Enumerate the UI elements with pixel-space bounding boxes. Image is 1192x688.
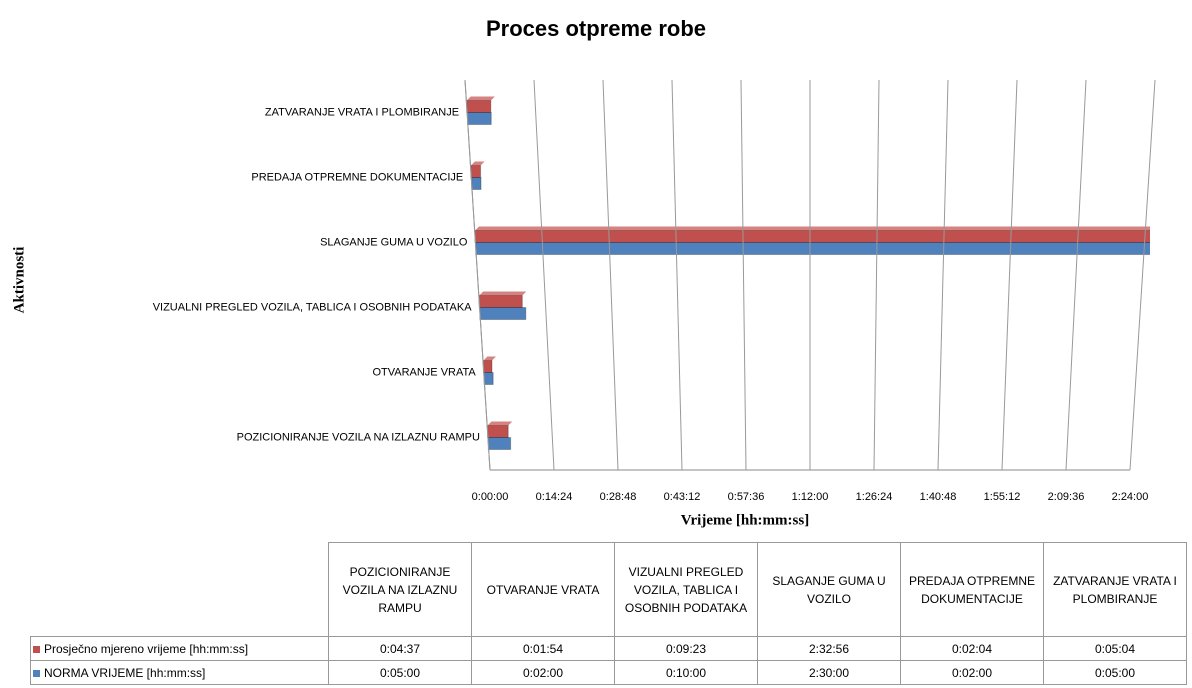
bar bbox=[478, 295, 523, 308]
x-tick-label: 1:26:24 bbox=[856, 491, 893, 503]
header-cell: POZICIONIRANJE VOZILA NA IZLAZNU RAMPU bbox=[328, 542, 472, 637]
x-tick-label: 1:12:00 bbox=[792, 491, 829, 503]
bar bbox=[471, 177, 482, 190]
grid-line bbox=[464, 79, 491, 471]
y-tick-label: OTVARANJE VRATA bbox=[372, 366, 476, 378]
y-tick-label: SLAGANJE GUMA U VOZILO bbox=[320, 236, 468, 248]
x-tick-label: 2:09:36 bbox=[1048, 491, 1085, 503]
chart-title: Proces otpreme robe bbox=[486, 16, 706, 41]
data-row: NORMA VRIJEME [hh:mm:ss] 0:05:00 0:02:00 0:… bbox=[30, 660, 1187, 685]
grid-line bbox=[1001, 79, 1018, 471]
bar-top bbox=[466, 96, 495, 101]
value-cell: 2:30:00 bbox=[757, 660, 901, 685]
x-tick-label: 0:00:00 bbox=[472, 491, 509, 503]
bar-top bbox=[483, 356, 496, 361]
value-cell: 0:04:37 bbox=[328, 636, 472, 661]
value-cell: 0:02:00 bbox=[900, 660, 1044, 685]
bar bbox=[487, 425, 509, 438]
x-tick-label: 2:24:00 bbox=[1112, 491, 1149, 503]
grid-line bbox=[602, 79, 619, 471]
bar bbox=[487, 437, 512, 450]
header-cell: PREDAJA OTPREMNE DOKUMENTACIJE bbox=[900, 542, 1044, 637]
x-tick-label: 1:40:48 bbox=[920, 491, 957, 503]
data-row: Prosječno mjereno vrijeme [hh:mm:ss] 0:04… bbox=[30, 636, 1187, 661]
bar-top bbox=[475, 226, 1150, 231]
value-cell: 2:32:56 bbox=[757, 636, 901, 661]
legend-cell: Prosječno mjereno vrijeme [hh:mm:ss] bbox=[30, 636, 329, 661]
header-row: POZICIONIRANJE VOZILA NA IZLAZNU RAMPU OT… bbox=[31, 542, 1187, 637]
bar-top bbox=[479, 291, 527, 296]
x-tick-label: 0:28:48 bbox=[600, 491, 637, 503]
grid-line bbox=[533, 79, 555, 471]
corner bbox=[31, 543, 329, 637]
grid-line bbox=[873, 79, 880, 471]
bar bbox=[474, 230, 1150, 243]
value-cell: 0:10:00 bbox=[614, 660, 758, 685]
bar bbox=[475, 242, 1150, 255]
chart: Proces otpreme robe Vrijeme [hh:mm:ss] A… bbox=[11, 16, 1156, 528]
value-cell: 0:09:23 bbox=[614, 636, 758, 661]
value-cell: 0:05:00 bbox=[1043, 660, 1187, 685]
y-tick-label: ZATVARANJE VRATA I PLOMBIRANJE bbox=[265, 106, 459, 118]
grid-line bbox=[1065, 79, 1087, 471]
legend-label: NORMA VRIJEME [hh:mm:ss] bbox=[44, 665, 206, 680]
grid-line bbox=[937, 79, 949, 471]
x-tick-label: 0:14:24 bbox=[536, 491, 573, 503]
header-cell: VIZUALNI PREGLED VOZILA, TABLICA I OSOBN… bbox=[614, 542, 758, 637]
x-tick-label: 0:57:36 bbox=[728, 491, 765, 503]
header-cell: SLAGANJE GUMA U VOZILO bbox=[757, 542, 901, 637]
x-tick-label: 0:43:12 bbox=[664, 491, 701, 503]
grid-line bbox=[740, 79, 747, 471]
grid-line bbox=[671, 79, 683, 471]
legend-cell: NORMA VRIJEME [hh:mm:ss] bbox=[30, 660, 329, 685]
bar bbox=[470, 165, 482, 178]
y-axis-label: Aktivnosti bbox=[11, 247, 27, 314]
data-table: POZICIONIRANJE VOZILA NA IZLAZNU RAMPU OT… bbox=[30, 542, 1187, 685]
grid-line bbox=[1129, 79, 1156, 471]
legend-label: Prosječno mjereno vrijeme [hh:mm:ss] bbox=[44, 641, 249, 656]
legend-swatch bbox=[33, 669, 40, 677]
header-cell: ZATVARANJE VRATA I PLOMBIRANJE bbox=[1043, 542, 1187, 637]
bar bbox=[466, 100, 492, 113]
value-cell: 0:05:04 bbox=[1043, 636, 1187, 661]
x-tick-label: 1:55:12 bbox=[984, 491, 1021, 503]
y-tick-label: PREDAJA OTPREMNE DOKUMENTACIJE bbox=[251, 171, 463, 183]
y-tick-label: VIZUALNI PREGLED VOZILA, TABLICA I OSOBN… bbox=[153, 301, 473, 313]
bar bbox=[482, 360, 493, 373]
bar bbox=[483, 372, 494, 385]
legend-swatch bbox=[33, 645, 40, 653]
value-cell: 0:02:04 bbox=[900, 636, 1044, 661]
x-axis-label: Vrijeme [hh:mm:ss] bbox=[681, 512, 809, 528]
bar bbox=[479, 307, 527, 320]
value-cell: 0:05:00 bbox=[328, 660, 472, 685]
header-cell: OTVARANJE VRATA bbox=[471, 542, 615, 637]
bar bbox=[466, 112, 492, 125]
y-tick-label: POZICIONIRANJE VOZILA NA IZLAZNU RAMPU bbox=[237, 431, 480, 443]
bar-top bbox=[470, 161, 485, 166]
value-cell: 0:02:00 bbox=[471, 660, 615, 685]
value-cell: 0:01:54 bbox=[471, 636, 615, 661]
bar-top bbox=[487, 421, 513, 426]
